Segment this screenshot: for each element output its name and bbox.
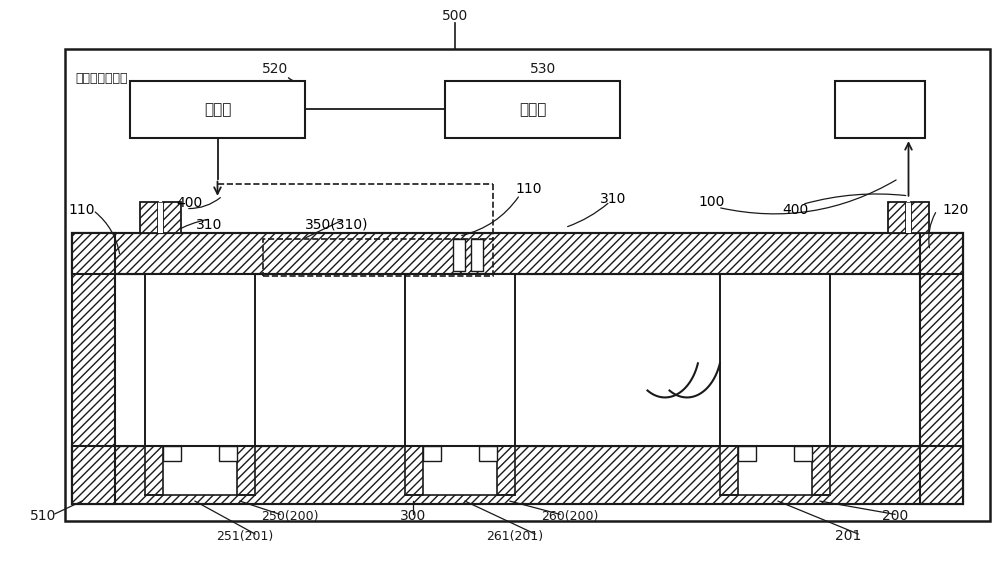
Bar [72, 446, 963, 504]
Bar [720, 446, 738, 495]
Text: 310: 310 [600, 192, 626, 206]
Bar [738, 446, 812, 495]
Bar [835, 81, 925, 138]
Bar [906, 202, 911, 233]
Bar [72, 233, 963, 274]
Text: 300: 300 [400, 509, 426, 523]
Text: 500: 500 [442, 9, 468, 23]
Text: 400: 400 [176, 196, 202, 210]
Bar [140, 202, 158, 233]
Text: 261(201): 261(201) [486, 530, 544, 543]
Bar [145, 274, 255, 446]
Text: 510: 510 [30, 509, 56, 522]
Bar [72, 233, 963, 274]
Bar [812, 446, 830, 495]
Bar [445, 81, 620, 138]
Bar [453, 239, 465, 271]
Bar [237, 446, 255, 495]
Text: 251(201): 251(201) [216, 530, 274, 543]
Text: 100: 100 [698, 195, 724, 209]
Text: 110: 110 [515, 182, 542, 196]
Text: 520: 520 [262, 62, 288, 75]
Bar [72, 446, 963, 504]
Text: 受试体处理装置: 受试体处理装置 [75, 72, 128, 85]
Bar [219, 446, 237, 461]
Text: 310: 310 [196, 218, 222, 232]
Bar [423, 446, 441, 461]
Bar [738, 446, 756, 461]
Bar [405, 274, 515, 446]
Bar [263, 239, 493, 276]
Bar [158, 202, 163, 233]
Text: 120: 120 [942, 203, 968, 217]
Bar [163, 446, 181, 461]
Bar [72, 233, 115, 504]
Bar [65, 49, 990, 521]
Text: 400: 400 [782, 203, 808, 217]
Text: 350(310): 350(310) [305, 218, 368, 232]
Bar [163, 202, 181, 233]
Bar [423, 446, 497, 495]
Bar [130, 81, 305, 138]
Bar [72, 274, 963, 446]
Bar [163, 446, 237, 495]
Text: 201: 201 [835, 529, 861, 543]
Bar [405, 446, 423, 495]
Text: 250(200): 250(200) [261, 510, 319, 523]
Text: 送液部: 送液部 [204, 102, 231, 117]
Bar [471, 239, 483, 271]
Bar [479, 446, 497, 461]
Bar [920, 233, 963, 504]
Bar [794, 446, 812, 461]
Text: 530: 530 [530, 62, 556, 75]
Bar [911, 202, 929, 233]
Text: 控制部: 控制部 [519, 102, 546, 117]
Text: 200: 200 [882, 509, 908, 523]
Bar [888, 202, 906, 233]
Text: 110: 110 [68, 203, 94, 217]
Text: 260(200): 260(200) [541, 510, 599, 523]
Bar [497, 446, 515, 495]
Bar [720, 274, 830, 446]
Bar [145, 446, 163, 495]
